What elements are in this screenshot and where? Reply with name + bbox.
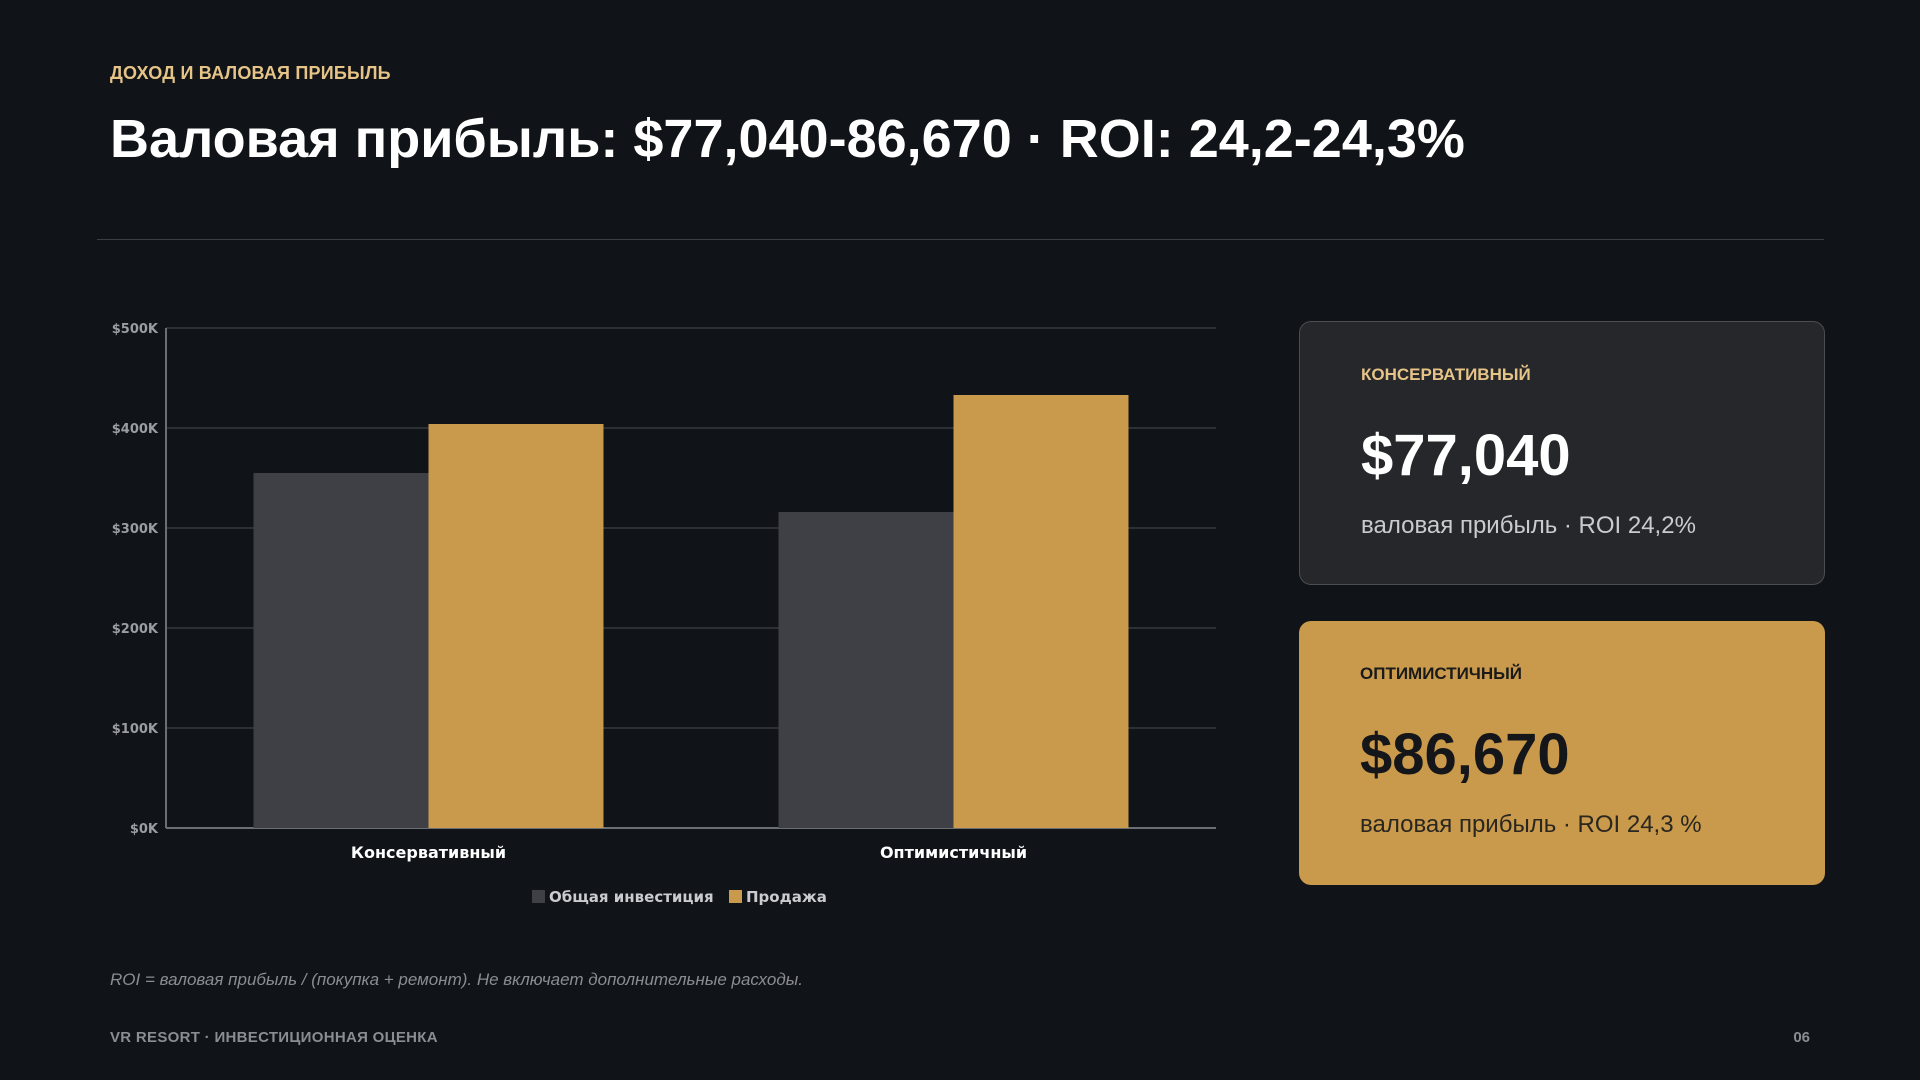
roi-footnote: ROI = валовая прибыль / (покупка + ремон…	[110, 970, 803, 989]
footer-title: VR RESORT · ИНВЕСТИЦИОННАЯ ОЦЕНКА	[110, 1029, 438, 1046]
bar-chart: $0K $100K $200K $300K $400K $500K Консервативн…	[112, 322, 1216, 906]
y-tick-label: $100K	[112, 722, 159, 737]
y-tick-label: $300K	[112, 522, 159, 537]
card-optimistic: ОПТИМИСТИЧНЫЙ $86,670 валовая прибыль · …	[1299, 621, 1825, 885]
x-tick-label: Оптимистичный	[880, 843, 1027, 862]
bar-investment	[778, 512, 954, 828]
card-optimistic-subtitle: валовая прибыль · ROI 24,3 %	[1360, 811, 1702, 838]
card-optimistic-value: $86,670	[1360, 722, 1570, 787]
page-title: Валовая прибыль: $77,040-86,670 · ROI: 2…	[110, 109, 1465, 169]
y-tick-label: $200K	[112, 622, 159, 637]
legend-label: Продажа	[746, 888, 827, 906]
title-divider	[97, 239, 1824, 240]
legend-swatch	[729, 890, 742, 903]
y-tick-label: $400K	[112, 422, 159, 437]
x-tick-label: Консервативный	[351, 843, 506, 862]
legend-label: Общая инвестиция	[549, 888, 714, 906]
page-number: 06	[1793, 1029, 1810, 1046]
y-tick-label: $500K	[112, 322, 159, 337]
card-conservative-value: $77,040	[1361, 423, 1571, 488]
section-eyebrow: ДОХОД И ВАЛОВАЯ ПРИБЫЛЬ	[110, 63, 391, 83]
card-optimistic-label: ОПТИМИСТИЧНЫЙ	[1360, 664, 1522, 683]
chart-area: $0K $100K $200K $300K $400K $500K Консервативн…	[100, 300, 1240, 920]
card-conservative-subtitle: валовая прибыль · ROI 24,2%	[1361, 512, 1696, 539]
card-conservative: КОНСЕРВАТИВНЫЙ $77,040 валовая прибыль ·…	[1299, 321, 1825, 585]
y-tick-label: $0K	[130, 822, 159, 837]
bar-investment	[253, 473, 429, 828]
card-conservative-label: КОНСЕРВАТИВНЫЙ	[1361, 365, 1531, 384]
bar-sale	[953, 395, 1129, 828]
legend-swatch	[532, 890, 545, 903]
bar-sale	[428, 424, 604, 828]
